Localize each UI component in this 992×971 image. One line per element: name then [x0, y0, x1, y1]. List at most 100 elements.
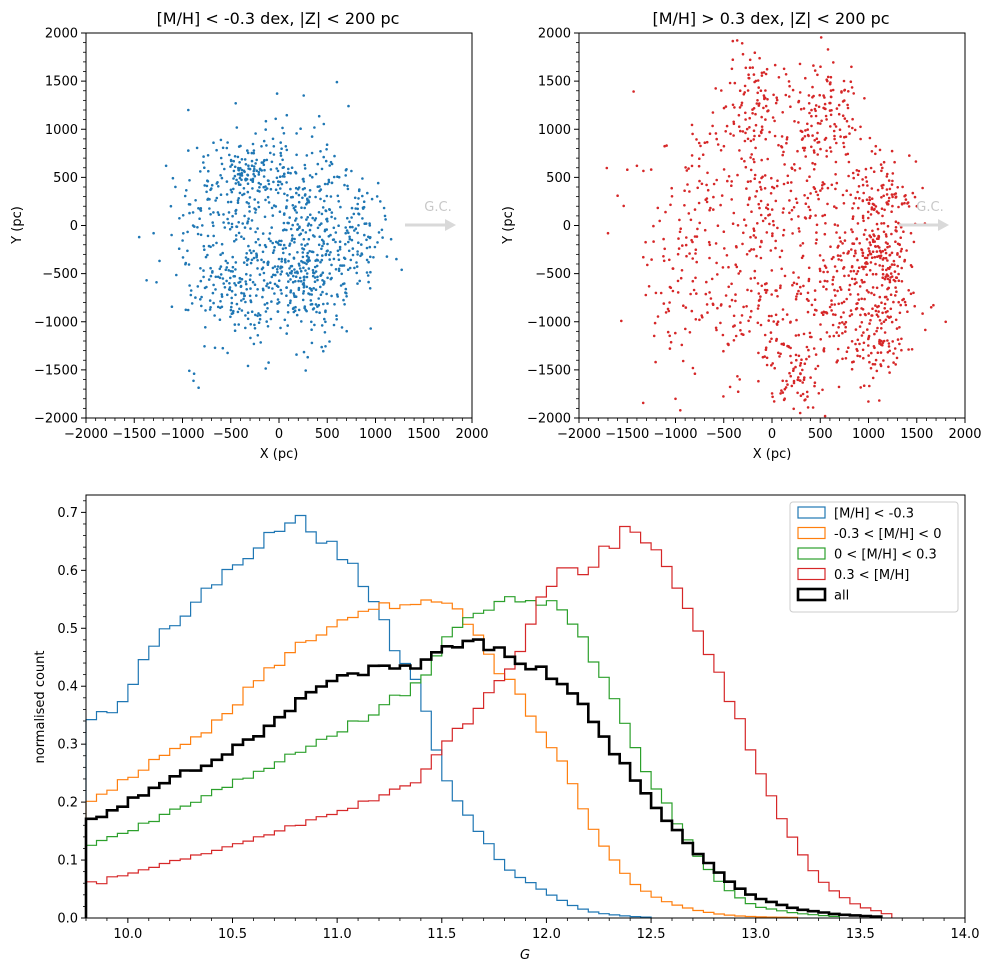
scatter-point: [254, 162, 257, 165]
scatter-point: [283, 228, 286, 231]
scatter-point: [254, 240, 258, 244]
scatter-point: [885, 202, 889, 205]
scatter-point: [267, 201, 271, 204]
scatter-point: [808, 216, 812, 220]
scatter-point: [329, 251, 332, 254]
scatter-point: [750, 289, 753, 293]
scatter-point: [687, 212, 691, 215]
scatter-point: [243, 214, 246, 218]
scatter-point: [861, 183, 865, 187]
scatter-point: [686, 183, 689, 186]
scatter-point: [281, 158, 284, 162]
scatter-point: [353, 196, 357, 200]
scatter-point: [186, 230, 189, 234]
scatter-point: [334, 231, 338, 234]
scatter-point: [328, 164, 332, 167]
y-tick-label: −1500: [527, 363, 571, 378]
scatter-point: [901, 298, 904, 302]
scatter-point: [780, 145, 783, 148]
scatter-point: [756, 222, 759, 225]
scatter-point: [676, 291, 680, 294]
y-tick-label: 0.6: [57, 564, 78, 579]
scatter-point: [859, 125, 862, 129]
scatter-point: [246, 182, 250, 185]
scatter-point: [856, 173, 860, 176]
scatter-point: [228, 153, 231, 157]
scatter-point: [836, 347, 840, 351]
scatter-point: [865, 238, 869, 241]
scatter-point: [811, 96, 814, 99]
scatter-point: [846, 103, 849, 107]
scatter-point: [850, 340, 854, 343]
scatter-point: [202, 161, 205, 164]
scatter-point: [749, 277, 753, 280]
scatter-point: [779, 286, 782, 290]
scatter-point: [309, 213, 312, 216]
scatter-point: [888, 371, 891, 374]
scatter-point: [193, 225, 196, 228]
scatter-point: [748, 196, 751, 200]
scatter-point: [780, 389, 783, 392]
scatter-point: [819, 65, 822, 68]
scatter-point: [302, 275, 306, 279]
scatter-point: [753, 276, 756, 280]
scatter-point: [319, 285, 322, 289]
scatter-point: [332, 323, 336, 327]
scatter-point: [806, 310, 810, 314]
scatter-point: [805, 179, 809, 182]
scatter-point: [932, 303, 935, 307]
scatter-point: [731, 58, 735, 61]
legend-entry-label: 0 < [M/H] < 0.3: [834, 548, 937, 563]
scatter-point: [339, 284, 343, 287]
scatter-point: [230, 289, 234, 293]
scatter-point: [221, 146, 225, 150]
scatter-point: [876, 351, 880, 355]
scatter-point: [753, 80, 756, 84]
scatter-point: [747, 319, 750, 323]
scatter-point: [199, 170, 202, 173]
scatter-point: [763, 96, 767, 100]
scatter-point: [289, 227, 293, 231]
scatter-point: [807, 266, 811, 270]
scatter-point: [324, 252, 328, 256]
scatter-point: [700, 182, 704, 186]
scatter-point: [787, 80, 791, 83]
scatter-point: [240, 158, 244, 161]
x-tick-label: −1500: [605, 427, 649, 442]
scatter-point: [900, 337, 903, 341]
scatter-point: [313, 323, 316, 327]
scatter-point: [219, 265, 223, 268]
scatter-point: [365, 258, 369, 262]
scatter-point: [856, 293, 860, 296]
scatter-point: [321, 254, 324, 257]
scatter-point: [691, 279, 695, 283]
scatter-point: [258, 186, 261, 189]
scatter-point: [707, 240, 711, 244]
scatter-point: [894, 220, 898, 223]
scatter-point: [662, 237, 665, 241]
scatter-point: [704, 292, 708, 296]
scatter-point: [866, 253, 870, 257]
scatter-point: [905, 249, 908, 252]
scatter-point: [199, 233, 203, 237]
scatter-point: [694, 252, 697, 255]
scatter-point: [911, 191, 915, 195]
scatter-point: [834, 125, 838, 128]
scatter-point: [903, 258, 907, 262]
scatter-point: [654, 360, 657, 364]
scatter-point: [310, 151, 314, 155]
scatter-point: [807, 348, 810, 352]
scatter-point: [306, 355, 310, 359]
scatter-point: [847, 274, 850, 277]
scatter-point: [768, 130, 771, 134]
scatter-point: [668, 347, 672, 350]
scatter-point: [873, 332, 876, 336]
scatter-point: [847, 125, 851, 128]
scatter-point: [227, 221, 230, 225]
scatter-point: [819, 338, 822, 341]
scatter-point: [240, 235, 243, 238]
scatter-point: [890, 263, 894, 266]
scatter-point: [840, 259, 843, 262]
scatter-point: [178, 217, 181, 220]
scatter-point: [746, 137, 750, 141]
